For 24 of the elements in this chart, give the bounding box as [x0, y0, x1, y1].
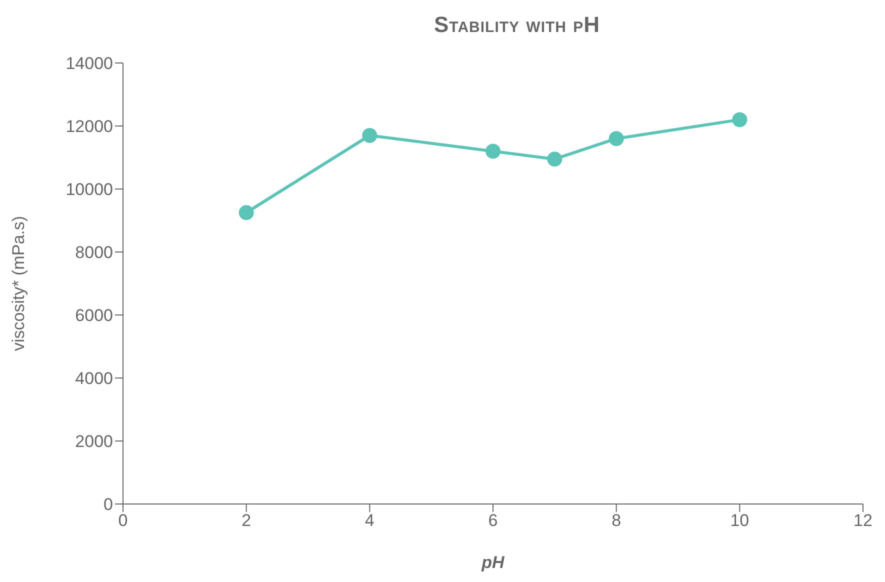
y-tick-label: 14000 [66, 54, 113, 74]
x-tick-label: 8 [612, 511, 622, 530]
x-tick-label: 12 [854, 511, 872, 530]
x-tick-label: 4 [364, 511, 374, 530]
y-tick-label: 0 [104, 495, 113, 514]
point [608, 131, 624, 146]
y-tick-label: 12000 [66, 117, 113, 136]
y-tick-label: 10000 [66, 180, 113, 200]
point [547, 152, 562, 167]
x-tick-label: 2 [242, 511, 252, 530]
y-tick-label: 8000 [75, 243, 113, 262]
point [486, 144, 500, 159]
y-tick-label: 4000 [75, 369, 113, 388]
point [238, 205, 254, 220]
x-tick-label: 6 [488, 511, 498, 530]
y-tick-label: 6000 [75, 306, 113, 326]
y-axis-title: viscosity* (mPa.s) [9, 216, 28, 352]
y-tick-label: 2000 [75, 432, 113, 452]
x-tick-label: 0 [118, 511, 128, 530]
chart-title: Stability with pH [433, 12, 601, 38]
point [362, 128, 378, 143]
x-tick-label: 10 [730, 511, 750, 530]
x-axis-title: pH [480, 553, 506, 572]
point [732, 112, 748, 128]
